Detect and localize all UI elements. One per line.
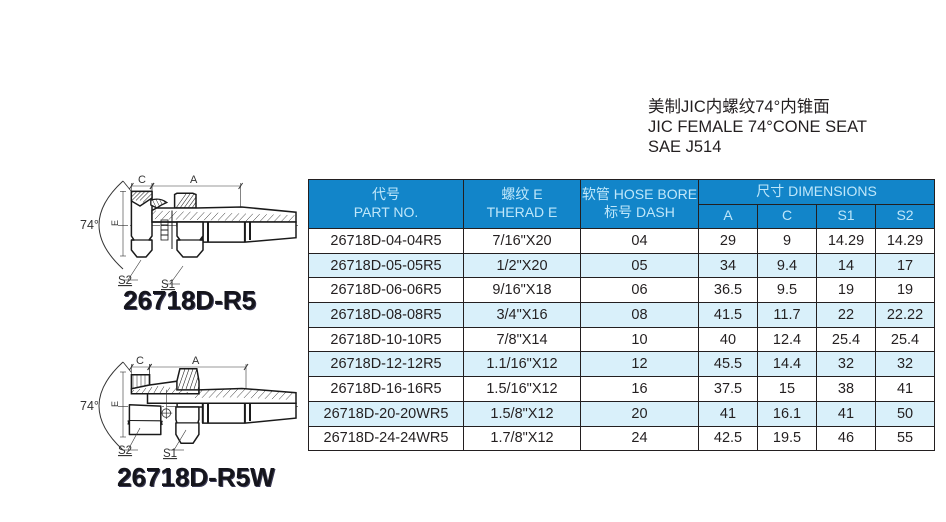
svg-text:74°: 74° <box>80 218 99 232</box>
svg-text:S2: S2 <box>118 445 132 457</box>
svg-text:C: C <box>138 174 146 186</box>
svg-text:A: A <box>192 355 200 367</box>
svg-text:A: A <box>190 174 198 186</box>
svg-text:74°: 74° <box>80 399 99 413</box>
svg-text:S1: S1 <box>163 448 177 460</box>
svg-text:E: E <box>110 220 120 226</box>
svg-text:E: E <box>110 401 120 407</box>
svg-text:C: C <box>136 355 144 367</box>
